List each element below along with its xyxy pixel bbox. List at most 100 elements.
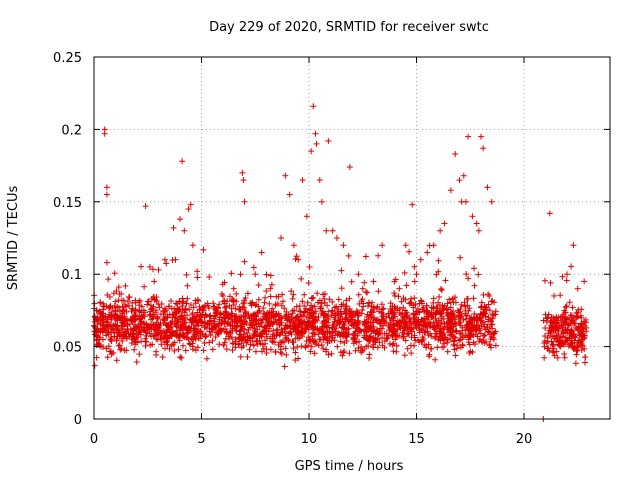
data-point bbox=[335, 317, 342, 324]
data-point bbox=[281, 339, 288, 346]
data-point bbox=[255, 303, 262, 310]
data-point bbox=[436, 293, 443, 300]
data-point bbox=[289, 310, 296, 317]
data-point bbox=[428, 333, 435, 340]
data-point bbox=[138, 303, 145, 310]
data-point bbox=[101, 303, 108, 310]
data-point bbox=[201, 324, 208, 331]
data-point bbox=[345, 252, 352, 259]
data-point bbox=[229, 310, 236, 317]
data-point bbox=[491, 299, 498, 306]
data-point bbox=[333, 235, 340, 241]
data-point bbox=[490, 334, 497, 341]
data-point bbox=[123, 317, 130, 324]
data-point bbox=[303, 213, 310, 220]
data-point bbox=[343, 332, 350, 339]
data-point bbox=[478, 303, 485, 310]
data-point bbox=[559, 324, 566, 331]
data-point bbox=[561, 354, 568, 361]
data-point bbox=[365, 302, 372, 309]
data-point bbox=[181, 227, 188, 234]
data-point bbox=[550, 333, 557, 340]
data-point bbox=[438, 287, 445, 294]
data-point bbox=[206, 274, 213, 281]
data-point bbox=[278, 350, 285, 357]
data-point bbox=[351, 320, 358, 327]
data-point bbox=[464, 295, 471, 302]
data-point bbox=[546, 210, 553, 217]
data-point bbox=[258, 249, 265, 256]
data-point bbox=[429, 313, 436, 320]
data-point bbox=[435, 257, 442, 264]
data-point bbox=[178, 354, 185, 361]
data-point bbox=[240, 300, 247, 307]
data-point bbox=[477, 315, 484, 322]
data-point bbox=[115, 342, 122, 349]
data-point bbox=[292, 357, 299, 364]
data-point bbox=[160, 307, 167, 314]
data-point bbox=[346, 295, 353, 302]
data-point bbox=[223, 329, 230, 336]
x-axis-label: GPS time / hours bbox=[295, 459, 404, 474]
data-point bbox=[164, 335, 171, 342]
data-point bbox=[402, 307, 409, 314]
data-point bbox=[402, 242, 409, 249]
x-tick-label: 15 bbox=[408, 432, 425, 447]
data-point bbox=[190, 304, 197, 311]
data-point bbox=[316, 297, 323, 304]
data-point bbox=[320, 311, 327, 318]
data-point bbox=[557, 314, 564, 321]
data-point bbox=[211, 324, 218, 331]
data-point bbox=[411, 332, 418, 339]
data-point bbox=[485, 328, 492, 335]
data-point bbox=[175, 346, 182, 353]
axis-ticks: 0 5 10 15 20 0 0.05 0.1 0.15 0.2 0.25 bbox=[53, 51, 610, 447]
data-point bbox=[255, 308, 262, 315]
data-point bbox=[406, 248, 413, 255]
data-point bbox=[276, 316, 283, 323]
data-point bbox=[173, 318, 180, 325]
data-point bbox=[438, 320, 445, 327]
data-point bbox=[195, 318, 202, 325]
data-point bbox=[446, 296, 453, 303]
data-point bbox=[583, 328, 590, 335]
data-point bbox=[241, 318, 248, 325]
data-point bbox=[183, 300, 190, 307]
data-point bbox=[292, 256, 299, 263]
data-point bbox=[135, 324, 142, 331]
data-point bbox=[544, 314, 551, 321]
data-point bbox=[165, 323, 172, 330]
data-point bbox=[241, 336, 248, 343]
data-point bbox=[185, 336, 192, 343]
data-point bbox=[427, 323, 434, 330]
data-point bbox=[450, 338, 457, 345]
data-point bbox=[229, 347, 236, 354]
data-point bbox=[366, 324, 373, 331]
data-point bbox=[287, 319, 294, 326]
data-point bbox=[227, 322, 234, 329]
x-tick-label: 5 bbox=[197, 432, 205, 447]
data-point bbox=[581, 335, 588, 342]
data-point bbox=[346, 350, 353, 357]
data-point bbox=[268, 281, 275, 288]
data-point bbox=[308, 343, 315, 350]
data-point bbox=[173, 309, 180, 316]
data-point bbox=[559, 273, 566, 280]
data-point bbox=[177, 354, 184, 361]
data-point bbox=[554, 354, 561, 361]
data-point bbox=[250, 342, 257, 349]
data-point bbox=[209, 328, 216, 335]
data-point bbox=[304, 299, 311, 306]
data-point bbox=[267, 285, 274, 292]
data-point bbox=[418, 298, 425, 305]
data-point bbox=[175, 333, 182, 340]
data-point bbox=[217, 325, 224, 332]
data-point bbox=[437, 285, 444, 292]
data-point bbox=[200, 246, 207, 253]
data-point bbox=[196, 306, 203, 313]
data-point bbox=[391, 278, 398, 285]
data-point bbox=[388, 307, 395, 314]
data-point bbox=[341, 339, 348, 346]
data-point bbox=[326, 296, 333, 303]
data-point bbox=[115, 304, 122, 311]
